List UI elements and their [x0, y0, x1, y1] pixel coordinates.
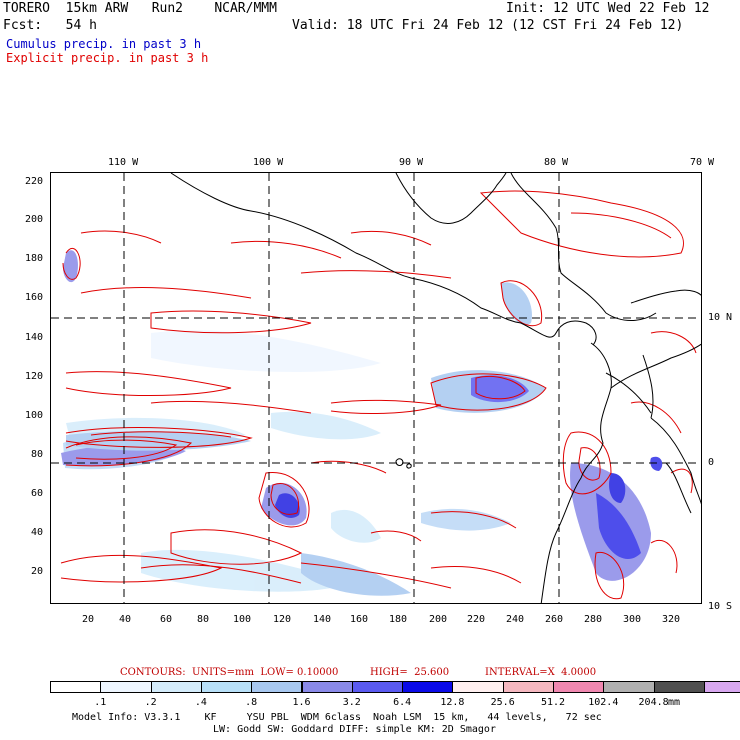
- legend-swatch: [502, 681, 554, 693]
- lon-label-110w: 110 W: [108, 157, 139, 168]
- legend-swatch: [603, 681, 655, 693]
- precip-map-canvas: [51, 173, 701, 603]
- contour-high-info: HIGH= 25.600: [370, 667, 450, 678]
- legend-units: mm: [668, 697, 681, 708]
- x-tick-label: 40: [119, 614, 132, 625]
- y-tick-label: 40: [31, 527, 44, 538]
- x-tick-label: 240: [506, 614, 525, 625]
- lon-label-90w: 90 W: [399, 157, 424, 168]
- x-tick-label: 300: [623, 614, 642, 625]
- lon-label-80w: 80 W: [544, 157, 569, 168]
- lon-label-100w: 100 W: [253, 157, 284, 168]
- legend-label: 204.8: [638, 697, 669, 708]
- forecast-hour: Fcst: 54 h: [3, 18, 97, 33]
- y-tick-label: 180: [25, 253, 44, 264]
- x-tick-label: 320: [662, 614, 681, 625]
- y-tick-label: 220: [25, 176, 44, 187]
- y-tick-label: 140: [25, 332, 44, 343]
- legend-swatch: [351, 681, 404, 693]
- x-tick-label: 280: [584, 614, 603, 625]
- legend-label: .1: [94, 697, 107, 708]
- legend-label: .8: [245, 697, 258, 708]
- legend-swatch: [653, 681, 705, 693]
- legend-swatch: [50, 681, 102, 693]
- legend-label: .2: [144, 697, 157, 708]
- valid-time: Valid: 18 UTC Fri 24 Feb 12 (12 CST Fri …: [292, 18, 684, 33]
- x-tick-label: 20: [82, 614, 95, 625]
- model-info-line: Model Info: V3.3.1 KF YSU PBL WDM 6class…: [72, 712, 602, 723]
- y-tick-label: 120: [25, 371, 44, 382]
- legend-label: .4: [194, 697, 207, 708]
- explicit-field-label: Explicit precip. in past 3 h: [6, 51, 209, 65]
- legend-label: 1.6: [292, 697, 311, 708]
- legend-swatch: [301, 681, 353, 693]
- explicit-precip-contours: [60, 190, 697, 600]
- legend-label: 12.8: [440, 697, 465, 708]
- x-tick-label: 180: [389, 614, 408, 625]
- physics-info-line: LW: Godd SW: Goddard DIFF: simple KM: 2D…: [213, 724, 496, 735]
- cumulus-precip-shading: [61, 250, 663, 596]
- legend-swatch: [553, 681, 605, 693]
- y-tick-label: 160: [25, 292, 44, 303]
- init-time: Init: 12 UTC Wed 22 Feb 12: [506, 1, 710, 16]
- precip-map: [50, 172, 702, 604]
- x-tick-label: 60: [160, 614, 173, 625]
- legend-swatch: [100, 681, 152, 693]
- x-tick-label: 260: [545, 614, 564, 625]
- x-tick-label: 140: [313, 614, 332, 625]
- x-tick-label: 220: [467, 614, 486, 625]
- grid-lines: [51, 173, 701, 603]
- legend-label: 51.2: [540, 697, 566, 708]
- y-tick-label: 80: [31, 449, 44, 460]
- model-title: TORERO 15km ARW Run2 NCAR/MMM: [3, 1, 277, 16]
- x-tick-label: 80: [197, 614, 210, 625]
- legend-label: 6.4: [393, 697, 412, 708]
- legend-swatch: [452, 681, 504, 693]
- x-tick-label: 120: [273, 614, 292, 625]
- y-tick-label: 100: [25, 410, 44, 421]
- legend-label: 102.4: [588, 697, 619, 708]
- legend-label: 3.2: [342, 697, 361, 708]
- lat-label-0: 0: [708, 457, 715, 468]
- y-tick-label: 20: [31, 566, 44, 577]
- contour-units-info: CONTOURS: UNITS=mm LOW= 0.10000: [120, 667, 339, 678]
- legend-label: 25.6: [490, 697, 515, 708]
- contour-interval-info: INTERVAL=X 4.0000: [485, 667, 597, 678]
- legend-swatch: [150, 681, 202, 693]
- y-tick-label: 60: [31, 488, 44, 499]
- legend-swatch: [402, 681, 454, 693]
- cumulus-field-label: Cumulus precip. in past 3 h: [6, 37, 202, 51]
- legend-swatch: [703, 681, 740, 693]
- legend-swatch: [251, 681, 303, 693]
- x-tick-label: 200: [429, 614, 448, 625]
- legend-swatch: [200, 681, 253, 693]
- lat-label-10n: 10 N: [708, 312, 733, 323]
- y-tick-label: 200: [25, 214, 44, 225]
- lat-label-10s: 10 S: [708, 601, 733, 612]
- x-tick-label: 100: [233, 614, 252, 625]
- coastlines: [170, 173, 701, 603]
- x-tick-label: 160: [350, 614, 369, 625]
- lon-label-70w: 70 W: [690, 157, 715, 168]
